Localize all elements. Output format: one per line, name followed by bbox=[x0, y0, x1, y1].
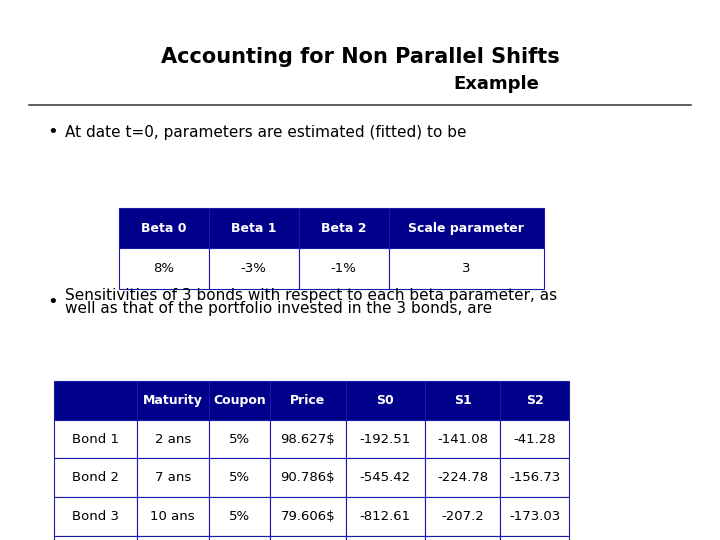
Text: Bond 3: Bond 3 bbox=[72, 510, 119, 523]
Text: Accounting for Non Parallel Shifts: Accounting for Non Parallel Shifts bbox=[161, 46, 559, 67]
Text: 90.786$: 90.786$ bbox=[281, 471, 335, 484]
Text: 5%: 5% bbox=[229, 471, 250, 484]
Text: S2: S2 bbox=[526, 394, 544, 407]
Text: -3%: -3% bbox=[241, 262, 266, 275]
Text: -207.2: -207.2 bbox=[441, 510, 484, 523]
Text: S1: S1 bbox=[454, 394, 472, 407]
Text: 79.606$: 79.606$ bbox=[281, 510, 335, 523]
Text: Beta 2: Beta 2 bbox=[321, 221, 366, 235]
Text: -545.42: -545.42 bbox=[359, 471, 411, 484]
Text: -41.28: -41.28 bbox=[513, 433, 556, 446]
Text: -1%: -1% bbox=[331, 262, 356, 275]
Text: Beta 0: Beta 0 bbox=[141, 221, 186, 235]
Text: 7 ans: 7 ans bbox=[155, 471, 191, 484]
Text: -192.51: -192.51 bbox=[359, 433, 411, 446]
Text: Example: Example bbox=[454, 75, 540, 93]
Text: Bond 1: Bond 1 bbox=[72, 433, 119, 446]
Text: Bond 2: Bond 2 bbox=[72, 471, 119, 484]
Text: Sensitivities of 3 bonds with respect to each beta parameter, as: Sensitivities of 3 bonds with respect to… bbox=[65, 288, 557, 303]
Text: 8%: 8% bbox=[153, 262, 174, 275]
Text: -812.61: -812.61 bbox=[359, 510, 411, 523]
Text: 5%: 5% bbox=[229, 510, 250, 523]
Text: Maturity: Maturity bbox=[143, 394, 203, 407]
Text: 3: 3 bbox=[462, 262, 470, 275]
Text: 5%: 5% bbox=[229, 433, 250, 446]
Text: -141.08: -141.08 bbox=[437, 433, 488, 446]
Text: 2 ans: 2 ans bbox=[155, 433, 191, 446]
Text: -173.03: -173.03 bbox=[509, 510, 560, 523]
Text: -156.73: -156.73 bbox=[509, 471, 560, 484]
Text: Scale parameter: Scale parameter bbox=[408, 221, 524, 235]
Text: Coupon: Coupon bbox=[213, 394, 266, 407]
Text: •: • bbox=[47, 293, 58, 312]
Text: At date t=0, parameters are estimated (fitted) to be: At date t=0, parameters are estimated (f… bbox=[65, 125, 467, 140]
Text: well as that of the portfolio invested in the 3 bonds, are: well as that of the portfolio invested i… bbox=[65, 301, 492, 316]
Text: 10 ans: 10 ans bbox=[150, 510, 195, 523]
Text: Beta 1: Beta 1 bbox=[231, 221, 276, 235]
Text: -224.78: -224.78 bbox=[437, 471, 488, 484]
Text: •: • bbox=[47, 123, 58, 141]
Text: S0: S0 bbox=[377, 394, 394, 407]
Text: 98.627$: 98.627$ bbox=[280, 433, 336, 446]
Text: Price: Price bbox=[290, 394, 325, 407]
